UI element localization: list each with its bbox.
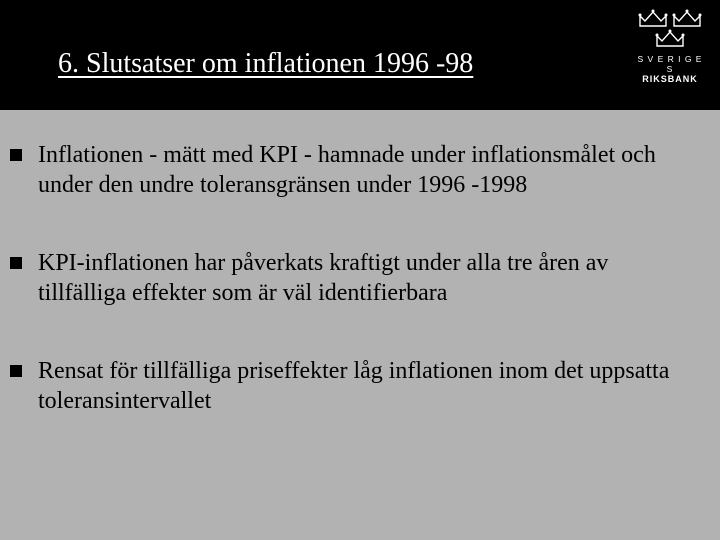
list-item: Inflationen - mätt med KPI - hamnade und… [10, 140, 700, 200]
crown-icon [637, 8, 669, 30]
slide-header: 6. Slutsatser om inflationen 1996 -98 [0, 0, 720, 110]
bullet-text: KPI-inflationen har påverkats kraftigt u… [38, 248, 700, 308]
bullet-icon [10, 365, 22, 377]
crown-icon [654, 28, 686, 50]
crown-icon [671, 8, 703, 30]
slide-content: Inflationen - mätt med KPI - hamnade und… [0, 110, 720, 416]
bullet-text: Inflationen - mätt med KPI - hamnade und… [38, 140, 700, 200]
slide-title: 6. Slutsatser om inflationen 1996 -98 [58, 48, 473, 80]
riksbank-logo: S V E R I G E S RIKSBANK [634, 8, 706, 103]
logo-text-line1: S V E R I G E S [634, 54, 706, 74]
bullet-text: Rensat för tillfälliga priseffekter låg … [38, 356, 700, 416]
list-item: Rensat för tillfälliga priseffekter låg … [10, 356, 700, 416]
logo-text-line2: RIKSBANK [642, 74, 698, 84]
list-item: KPI-inflationen har påverkats kraftigt u… [10, 248, 700, 308]
bullet-icon [10, 149, 22, 161]
bullet-icon [10, 257, 22, 269]
